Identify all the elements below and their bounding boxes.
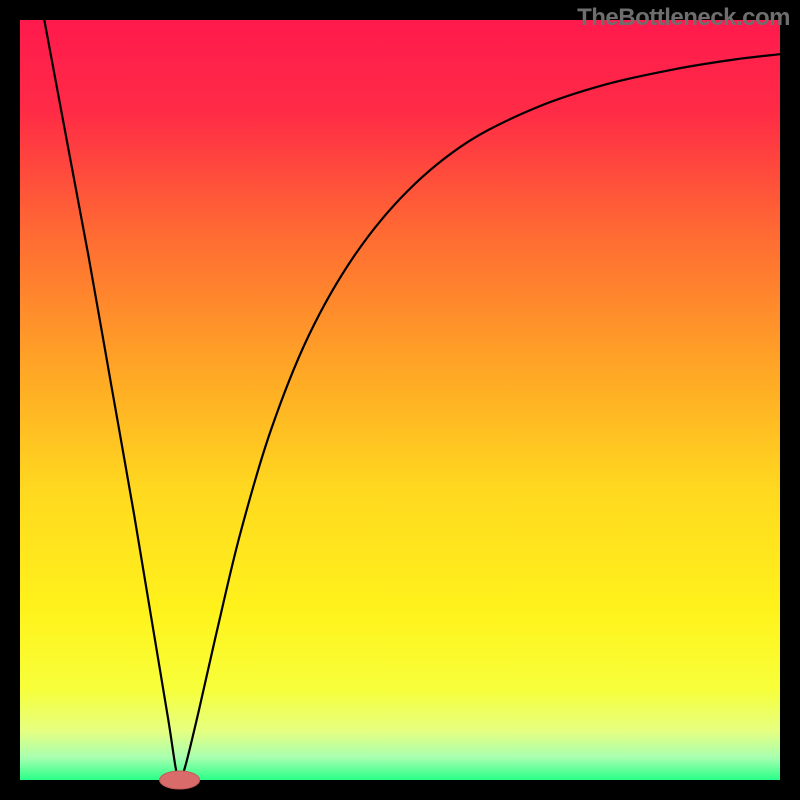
- watermark-text: TheBottleneck.com: [577, 4, 790, 32]
- chart-plot-area: [20, 20, 780, 780]
- bottleneck-marker: [160, 771, 200, 789]
- bottleneck-curve-chart: [0, 0, 800, 800]
- chart-container: TheBottleneck.com: [0, 0, 800, 800]
